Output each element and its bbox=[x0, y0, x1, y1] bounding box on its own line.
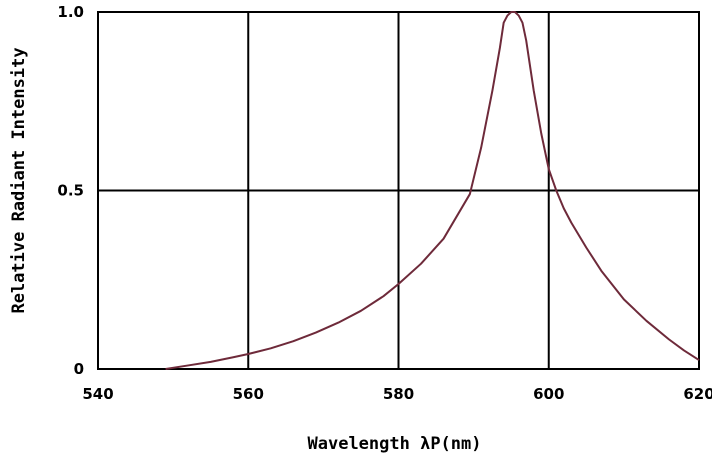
x-tick-label: 580 bbox=[383, 385, 414, 403]
x-tick-label: 620 bbox=[683, 385, 712, 403]
x-tick-label: 560 bbox=[233, 385, 264, 403]
series-layer bbox=[165, 11, 700, 370]
series-line-0 bbox=[165, 11, 700, 370]
x-tick-label: 540 bbox=[82, 385, 113, 403]
grid bbox=[98, 12, 699, 369]
y-tick-labels: 0 0.5 1.0 bbox=[57, 3, 84, 378]
y-axis-title: Relative Radiant Intensity bbox=[9, 47, 29, 313]
x-tick-labels: 540 560 580 600 620 bbox=[82, 385, 712, 403]
x-tick-label: 600 bbox=[533, 385, 564, 403]
y-tick-label: 0 bbox=[74, 360, 84, 378]
x-axis-title: Wavelength λP(nm) bbox=[308, 434, 482, 454]
y-tick-label: 0.5 bbox=[57, 182, 84, 200]
plot-frame bbox=[97, 11, 700, 370]
y-tick-label: 1.0 bbox=[57, 3, 84, 21]
